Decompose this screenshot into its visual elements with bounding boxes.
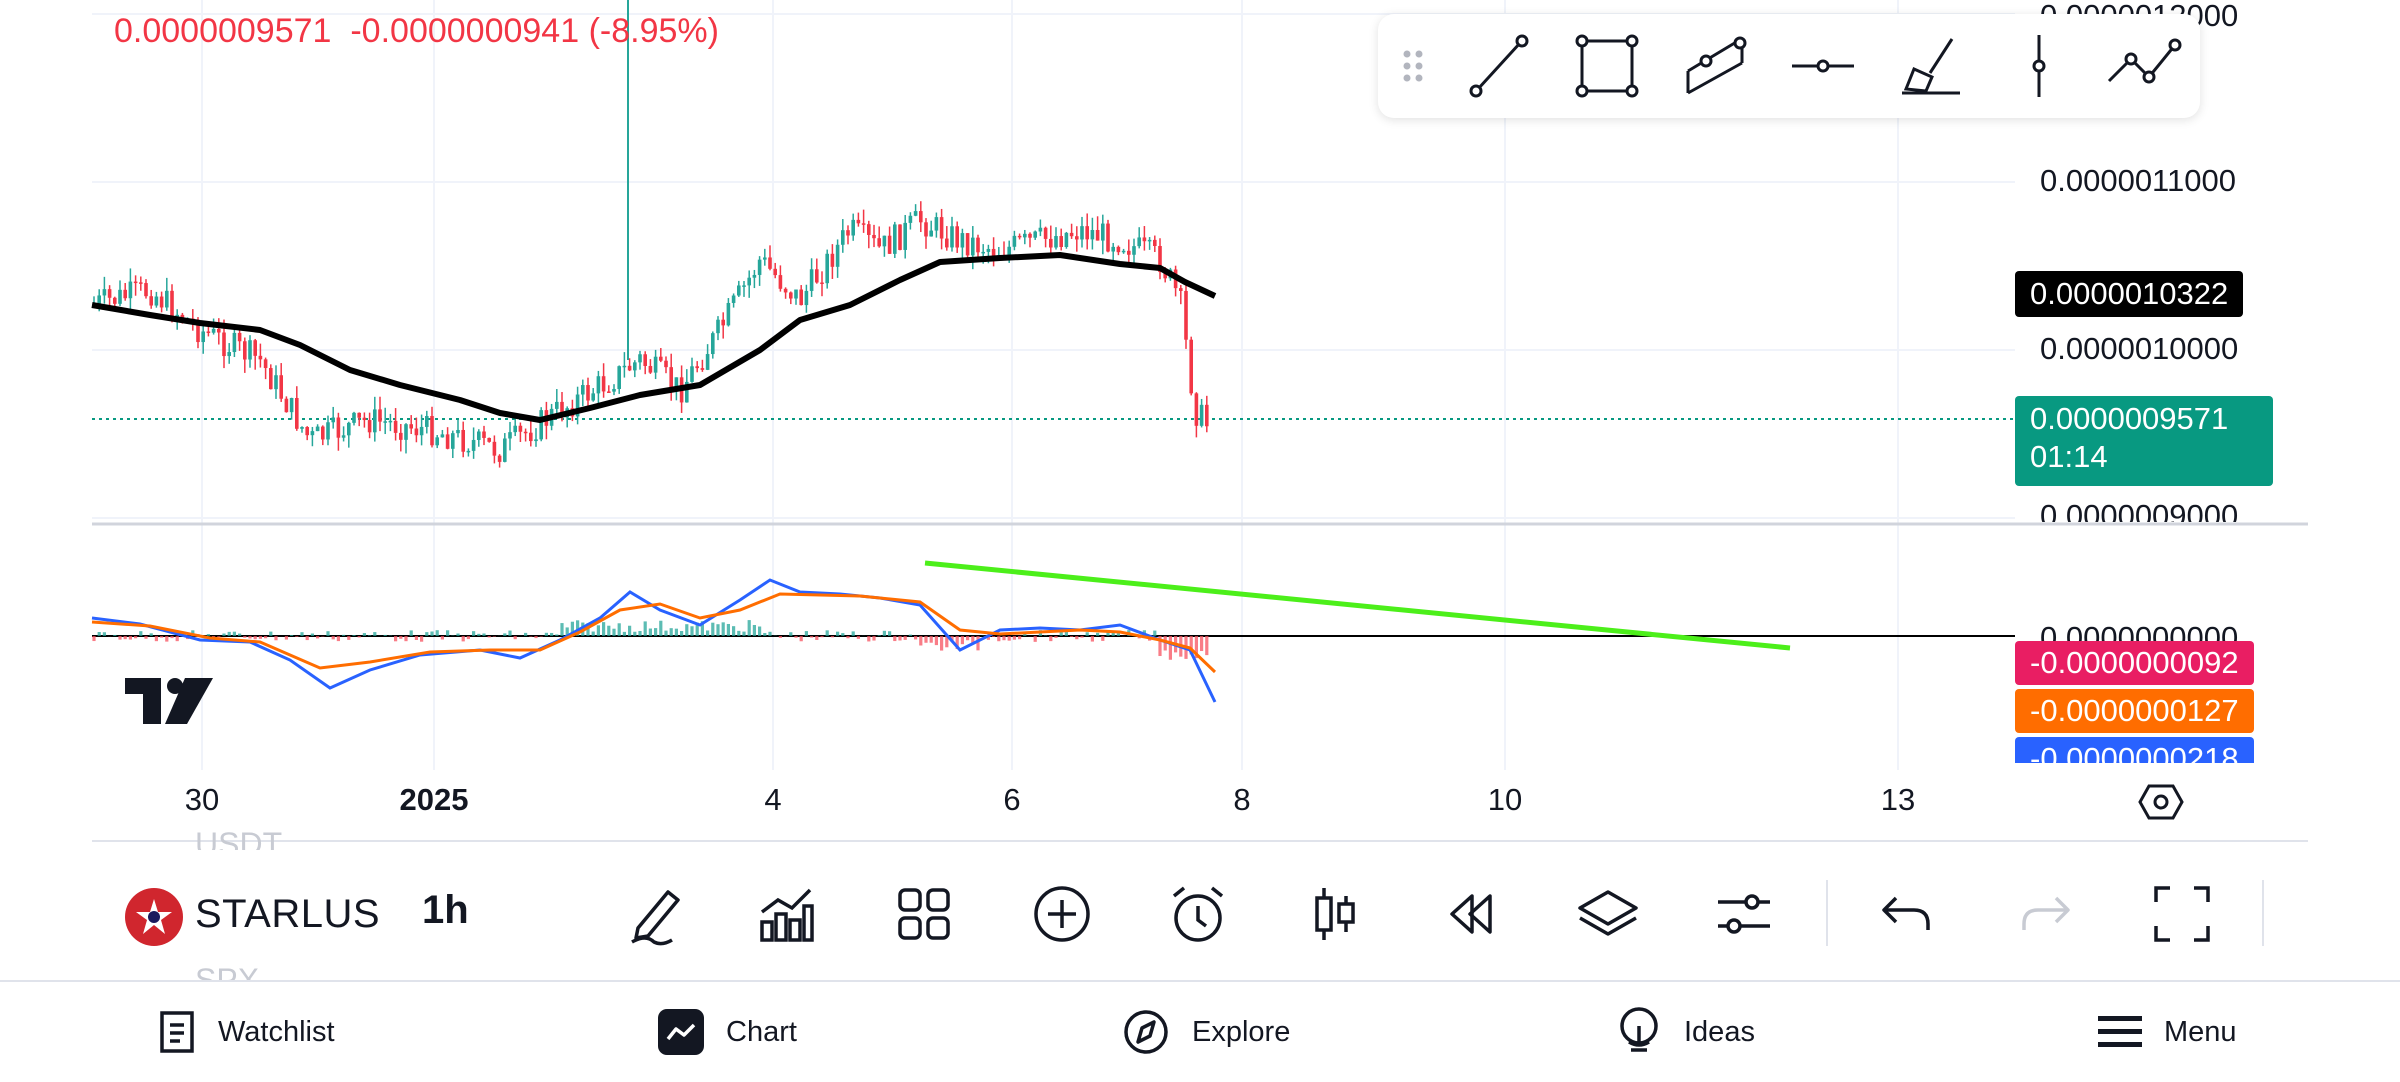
bottom-navigation: Watchlist Chart Explore Ideas Menu bbox=[0, 980, 2400, 1082]
toolbar-divider bbox=[1826, 880, 1828, 946]
explore-compass-icon bbox=[1122, 1008, 1170, 1056]
brush-icon[interactable] bbox=[1886, 14, 1976, 118]
nav-menu[interactable]: Menu bbox=[2098, 982, 2237, 1082]
chart-area[interactable]: 0.0000009571 -0.0000000941 (-8.95%) 0.00… bbox=[0, 0, 2400, 840]
bar-countdown: 01:14 bbox=[2030, 438, 2258, 476]
nav-watchlist[interactable]: Watchlist bbox=[158, 982, 335, 1082]
toolbar-divider bbox=[2262, 880, 2264, 946]
price-axis-label: 0.0000011000 bbox=[2040, 163, 2236, 199]
nav-explore-label: Explore bbox=[1192, 1016, 1290, 1049]
macd-histogram-tag: -0.0000000092 bbox=[2015, 641, 2254, 685]
layouts-grid-icon[interactable] bbox=[884, 850, 964, 978]
nav-chart-label: Chart bbox=[726, 1016, 797, 1049]
trend-line-icon[interactable] bbox=[1454, 14, 1544, 118]
quote-change-pct: (-8.95%) bbox=[589, 12, 719, 50]
nav-chart[interactable]: Chart bbox=[658, 982, 797, 1082]
chart-icon bbox=[658, 1009, 704, 1055]
time-axis-label: 2025 bbox=[400, 782, 469, 818]
nav-explore[interactable]: Explore bbox=[1122, 982, 1290, 1082]
settings-sliders-icon[interactable] bbox=[1704, 850, 1784, 978]
parallel-channel-icon[interactable] bbox=[1670, 14, 1760, 118]
time-axis-label: 4 bbox=[764, 782, 781, 818]
price-axis-label: 0.0000009000 bbox=[2040, 498, 2238, 522]
horizontal-ray-icon[interactable] bbox=[1778, 14, 1868, 118]
time-axis-label: 13 bbox=[1881, 782, 1915, 818]
drawing-pen-icon[interactable] bbox=[616, 850, 696, 978]
macd-histogram bbox=[92, 620, 1208, 660]
quote-price: 0.0000009571 bbox=[114, 12, 331, 50]
alert-clock-icon[interactable] bbox=[1158, 850, 1238, 978]
symbol-name[interactable]: STARLUS bbox=[195, 892, 380, 937]
moving-average-line bbox=[92, 255, 1215, 420]
candlesticks bbox=[92, 0, 1208, 468]
rectangle-icon[interactable] bbox=[1562, 14, 1652, 118]
time-axis-label: 30 bbox=[185, 782, 219, 818]
path-icon[interactable] bbox=[2098, 14, 2188, 118]
undo-icon[interactable] bbox=[1866, 850, 1946, 978]
moving-average-price-tag: 0.0000010322 bbox=[2015, 271, 2243, 317]
drag-handle-icon[interactable] bbox=[1378, 14, 1448, 118]
last-price-tag: 0.0000009571 01:14 bbox=[2015, 396, 2273, 486]
macd-signal-line bbox=[92, 594, 1215, 672]
time-axis-label: 8 bbox=[1233, 782, 1250, 818]
add-circle-icon[interactable] bbox=[1022, 850, 1102, 978]
axis-divider bbox=[92, 840, 2308, 842]
drawing-toolbar bbox=[1378, 14, 2200, 118]
quote-change: -0.0000000941 bbox=[350, 12, 579, 50]
nav-ideas-label: Ideas bbox=[1684, 1016, 1755, 1049]
time-axis-label: 10 bbox=[1488, 782, 1522, 818]
macd-line-tag: -0.0000000218 bbox=[2015, 737, 2254, 763]
nav-ideas[interactable]: Ideas bbox=[1616, 982, 1755, 1082]
chart-settings-hex-icon[interactable] bbox=[2136, 782, 2186, 822]
layers-icon[interactable] bbox=[1568, 850, 1648, 978]
vertical-line-icon[interactable] bbox=[1994, 14, 2084, 118]
menu-hamburger-icon bbox=[2098, 1014, 2142, 1050]
macd-signal-tag: -0.0000000127 bbox=[2015, 689, 2254, 733]
symbol-logo[interactable] bbox=[125, 888, 183, 946]
next-symbol: SPX bbox=[195, 960, 259, 980]
nav-menu-label: Menu bbox=[2164, 1016, 2237, 1049]
last-price-value: 0.0000009571 bbox=[2030, 400, 2258, 438]
ideas-bulb-icon bbox=[1616, 1006, 1662, 1058]
watchlist-icon bbox=[158, 1009, 196, 1055]
tradingview-logo bbox=[125, 678, 213, 724]
price-axis-label: 0.0000010000 bbox=[2040, 331, 2238, 367]
time-axis-label: 6 bbox=[1003, 782, 1020, 818]
macd-zero-label: 0.0000000000 bbox=[2040, 620, 2238, 642]
price-quote: 0.0000009571 -0.0000000941 (-8.95%) bbox=[114, 12, 719, 51]
nav-watchlist-label: Watchlist bbox=[218, 1016, 335, 1049]
interval-button[interactable]: 1h bbox=[422, 888, 469, 933]
redo-icon[interactable] bbox=[2006, 850, 2086, 978]
fullscreen-icon[interactable] bbox=[2142, 850, 2222, 978]
candle-style-icon[interactable] bbox=[1294, 850, 1374, 978]
indicators-icon[interactable] bbox=[746, 850, 826, 978]
prev-symbol: USDT bbox=[195, 826, 282, 850]
replay-icon[interactable] bbox=[1430, 850, 1510, 978]
